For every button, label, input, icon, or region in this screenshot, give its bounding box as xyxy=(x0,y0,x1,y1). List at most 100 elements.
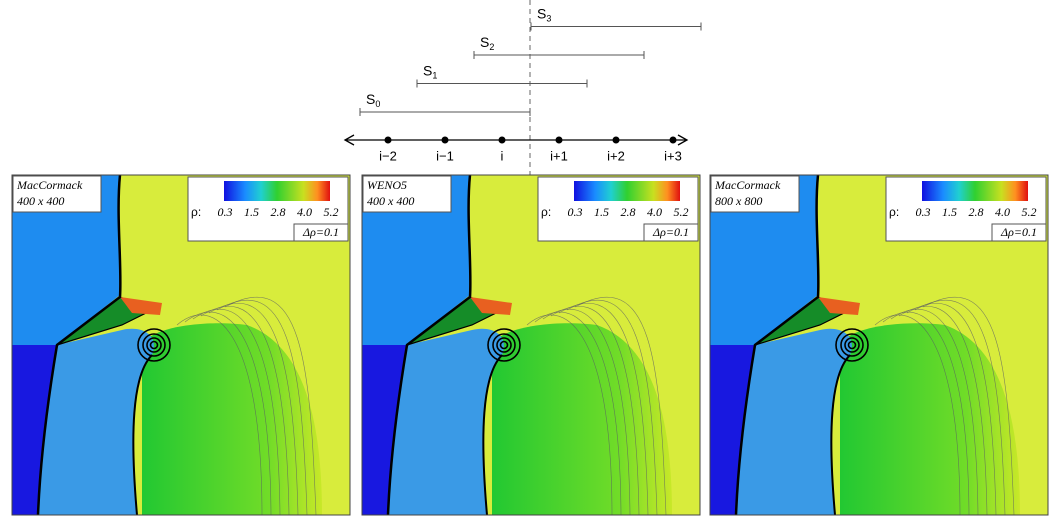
spacing-box xyxy=(293,223,349,242)
vortex-ring xyxy=(835,328,869,362)
contour-line xyxy=(874,314,961,516)
contour-line xyxy=(566,299,658,516)
hot-spot xyxy=(470,297,512,315)
vortex-ring xyxy=(496,337,512,353)
stencil-bar xyxy=(416,79,588,88)
shock-front xyxy=(734,174,820,516)
point-label: i−2 xyxy=(379,148,397,163)
stencil-name: S xyxy=(366,91,375,107)
grid-label: 400 x 400 xyxy=(17,194,64,208)
title-box xyxy=(362,175,452,213)
colorbar-tick: 5.2 xyxy=(1022,205,1037,219)
colorbar-tick: 4.0 xyxy=(297,205,312,219)
lower-left-region xyxy=(710,345,755,515)
contour-spacing: Δρ=0.1 xyxy=(1000,225,1037,239)
hot-spot xyxy=(120,297,162,315)
colorbar-label: ρ: xyxy=(889,205,899,219)
spacing-box xyxy=(991,223,1047,242)
grid-point xyxy=(555,136,563,144)
grid-label: 400 x 400 xyxy=(367,194,414,208)
contour-spacing: Δρ=0.1 xyxy=(302,225,339,239)
vortex-ring xyxy=(844,337,860,353)
stencil-diagram xyxy=(343,0,689,178)
body-region xyxy=(736,328,852,515)
method-label: MacCormack xyxy=(16,178,83,192)
colorbar-tick: 4.0 xyxy=(995,205,1010,219)
contour-line xyxy=(216,299,308,516)
point-label: i−1 xyxy=(436,148,454,163)
point-label: i xyxy=(501,148,504,163)
stencil-name: S xyxy=(480,34,489,50)
colorbar-tick: 0.3 xyxy=(568,205,583,219)
contour-line xyxy=(534,311,622,516)
slip-line xyxy=(132,354,153,516)
method-label: WENO5 xyxy=(367,178,407,192)
panel-frame xyxy=(709,174,1049,516)
flow-panel: WENO5 400 x 400 ρ: 0.3 1.5 2.8 4.0 5.2 Δρ=0.1 xyxy=(361,174,701,516)
title-box xyxy=(710,175,800,213)
upper-left-region xyxy=(710,175,819,345)
contour-line xyxy=(922,296,1015,516)
colorbar-tick: 2.8 xyxy=(969,205,984,219)
colorbar-tick: 1.5 xyxy=(942,205,957,219)
upper-left-region xyxy=(362,175,471,345)
stencil-label: S2 xyxy=(480,34,494,53)
vortex-ring xyxy=(499,340,509,350)
vortex-ring xyxy=(137,328,171,362)
contour-spacing: Δρ=0.1 xyxy=(652,225,689,239)
vortex-ring xyxy=(149,340,159,350)
shock-front xyxy=(386,174,472,516)
body-region xyxy=(388,328,504,515)
green-region xyxy=(142,323,322,515)
green-region xyxy=(492,323,672,515)
vortex-ring xyxy=(847,340,857,350)
point-label: i+1 xyxy=(550,148,568,163)
colorbar-tick: 0.3 xyxy=(916,205,931,219)
stencil-bar xyxy=(473,51,645,59)
colorbar xyxy=(224,181,330,201)
colorbar-tick: 5.2 xyxy=(674,205,689,219)
lower-left-region xyxy=(362,345,407,515)
colorbar xyxy=(922,181,1028,201)
stencil-index: 1 xyxy=(432,71,437,81)
vortex-ring xyxy=(142,333,166,357)
grid-label: 800 x 800 xyxy=(715,194,762,208)
lower-left-region xyxy=(12,345,57,515)
grid-point xyxy=(612,136,620,144)
flow-panel: MacCormack 800 x 800 ρ: 0.3 1.5 2.8 4.0 5.2 Δρ=0… xyxy=(709,174,1049,516)
stencil-index: 3 xyxy=(546,14,551,24)
contour-line xyxy=(526,314,613,516)
grid-point xyxy=(669,136,677,144)
colorbar-tick: 5.2 xyxy=(324,205,339,219)
colorbar-tick: 1.5 xyxy=(594,205,609,219)
stencil-label: S0 xyxy=(366,91,380,110)
contour-line xyxy=(224,296,317,516)
green-region xyxy=(840,323,1020,515)
contour-line xyxy=(200,305,290,516)
stencil-name: S xyxy=(423,62,432,78)
contour-line xyxy=(914,299,1006,516)
slip-line xyxy=(830,354,851,516)
grid-point xyxy=(441,136,449,144)
contour-line xyxy=(882,311,970,516)
colorbar-label: ρ: xyxy=(541,205,551,219)
stencil-index: 0 xyxy=(375,99,380,109)
grid-point xyxy=(498,136,506,144)
title-box xyxy=(12,175,102,213)
colorbar-label: ρ: xyxy=(191,205,201,219)
stencil-name: S xyxy=(537,5,546,21)
vortex-ring xyxy=(487,328,521,362)
stencil-label: S3 xyxy=(537,5,551,24)
colorbar-tick: 4.0 xyxy=(647,205,662,219)
vortex-ring xyxy=(492,333,516,357)
panel-frame xyxy=(361,174,701,516)
method-label: MacCormack xyxy=(714,178,781,192)
stencil-index: 2 xyxy=(489,42,494,52)
grid-point xyxy=(384,136,392,144)
hot-spot xyxy=(818,297,860,315)
contour-line xyxy=(184,311,272,516)
contour-line xyxy=(898,305,988,516)
colorbar-tick: 2.8 xyxy=(271,205,286,219)
upper-left-region xyxy=(12,175,121,345)
